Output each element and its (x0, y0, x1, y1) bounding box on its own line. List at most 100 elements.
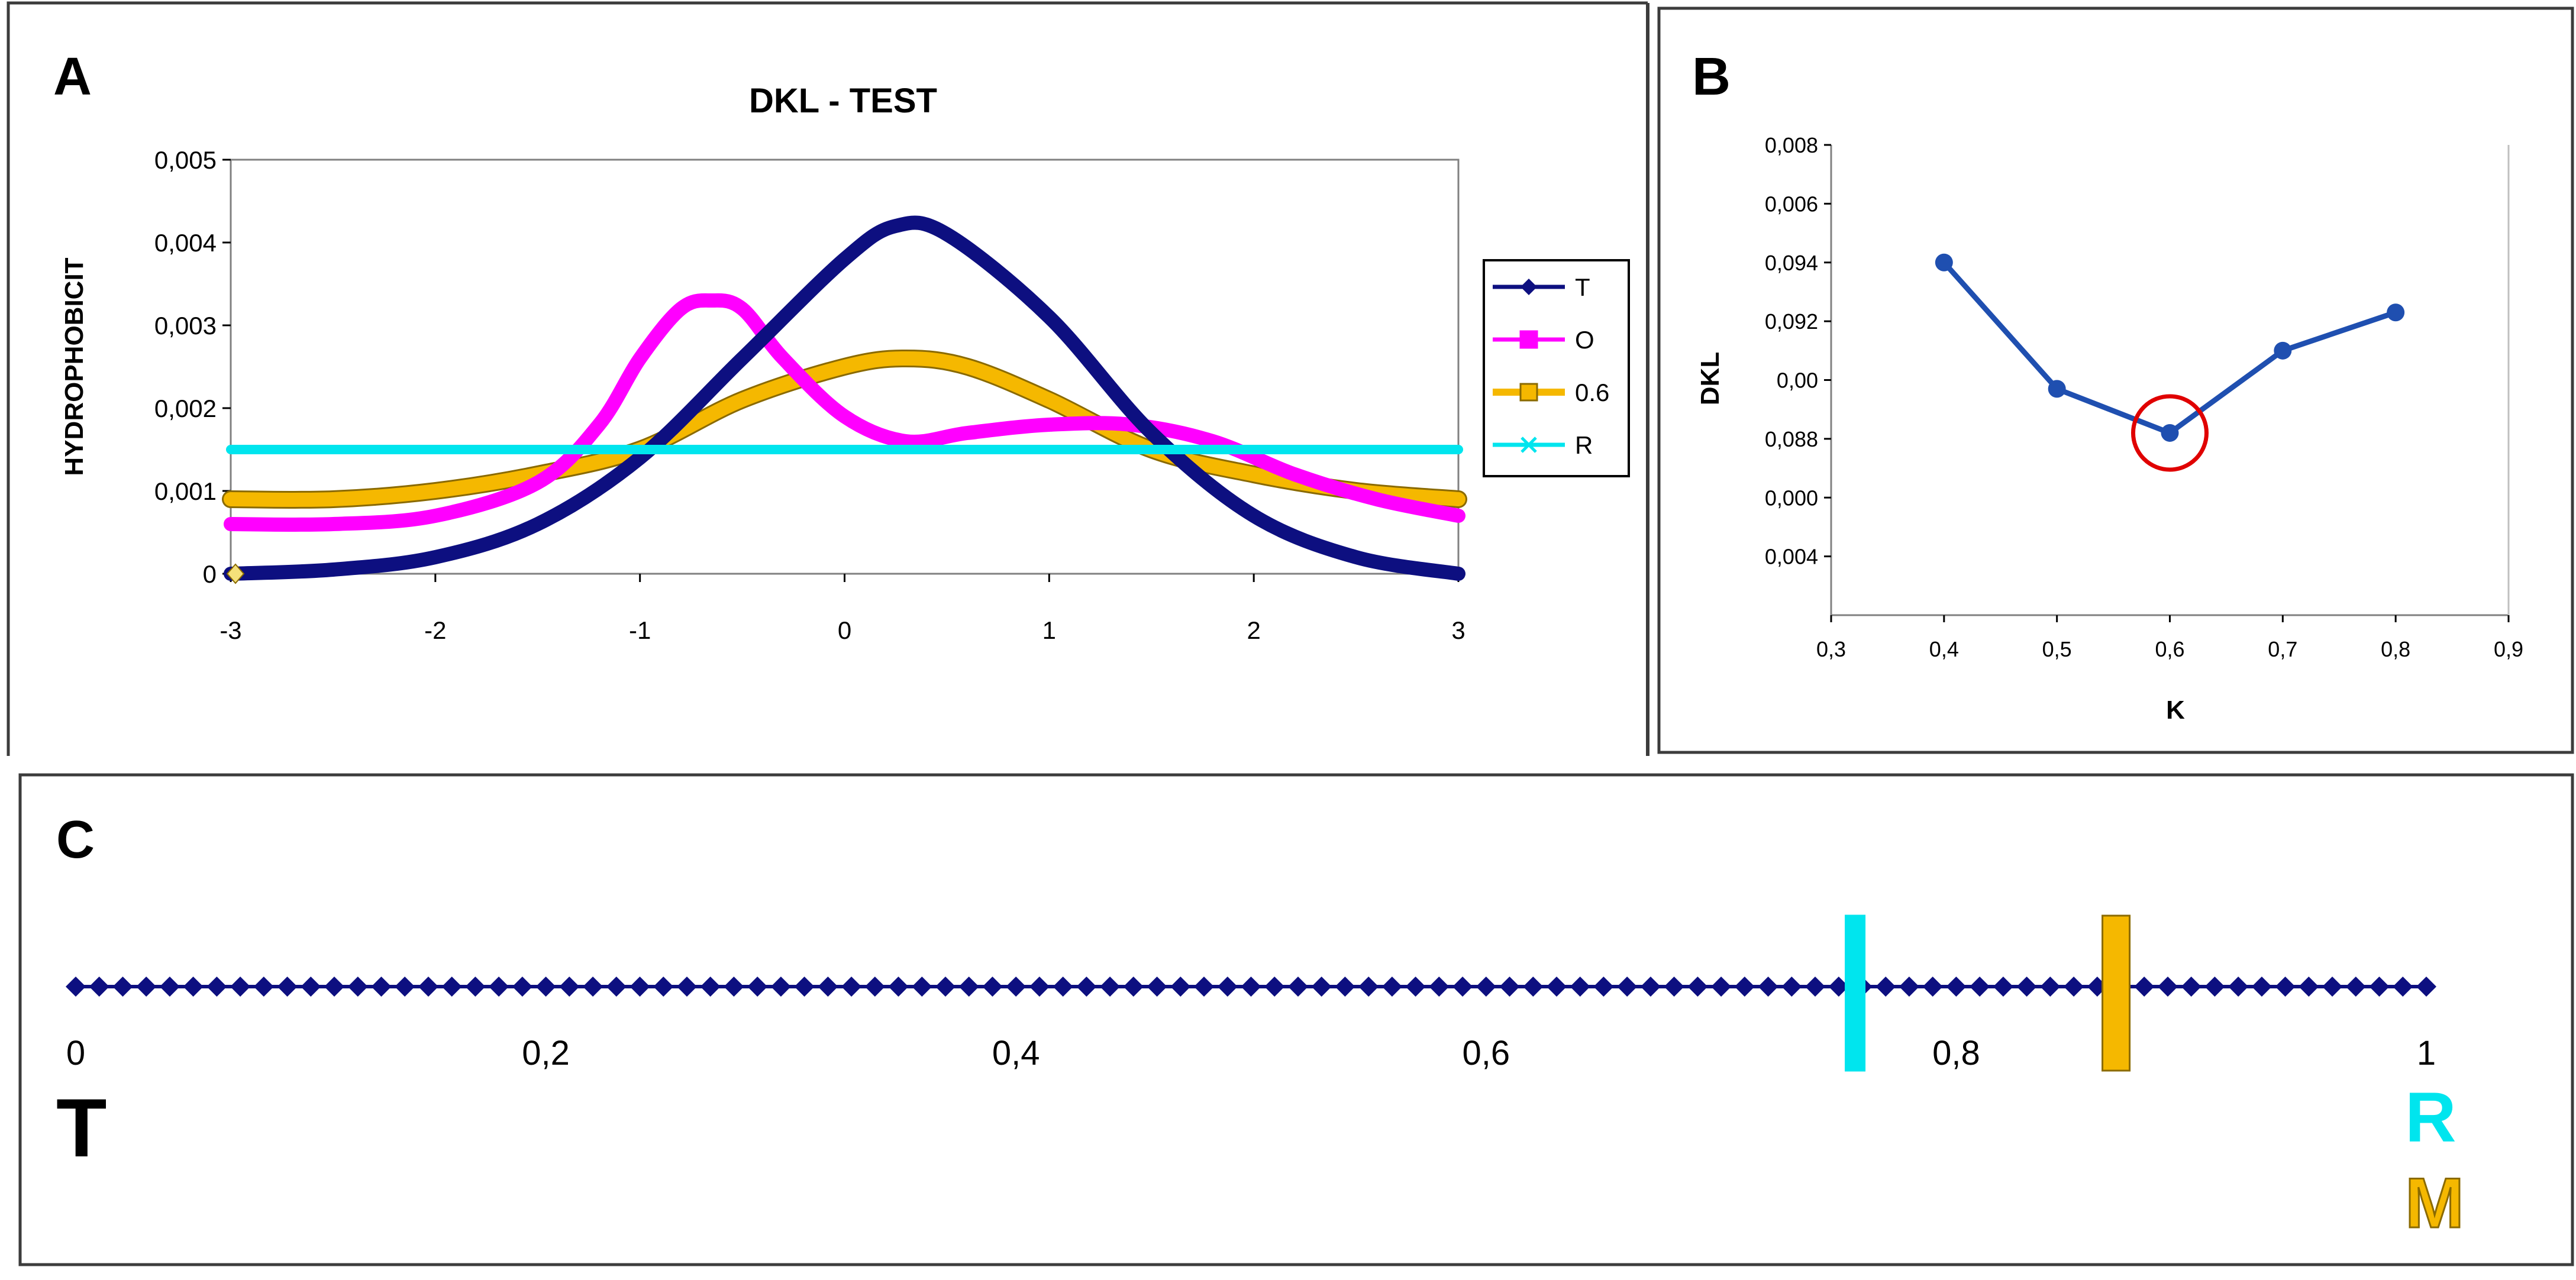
y-tick-label: 0,005 (154, 146, 217, 174)
dkl-point (2161, 424, 2179, 442)
scale-diamond (958, 977, 979, 997)
scale-diamond (1523, 977, 1544, 997)
scale-diamond (818, 977, 838, 997)
scale-diamond (1241, 977, 1261, 997)
scale-diamond (912, 977, 932, 997)
scale-diamond (1758, 977, 1778, 997)
scale-diamond (1617, 977, 1638, 997)
scale-diamond (1381, 977, 1402, 997)
scale-diamond (1970, 977, 1990, 997)
scale-diamond (1828, 977, 1849, 997)
scale-diamond (1006, 977, 1026, 997)
x-tick-label: 0,6 (2155, 637, 2184, 661)
scale-marker-r (1845, 914, 1866, 1072)
scale-diamond (2393, 977, 2413, 997)
series-line-0-6 (224, 351, 1465, 508)
scale-diamond (1687, 977, 1708, 997)
scale-diamond (1922, 977, 1943, 997)
scale-diamond (89, 977, 109, 997)
chart-b-x-label: K (2166, 696, 2185, 725)
chart-b-y-label: DKL (1696, 352, 1725, 405)
chart-b: DKL K 0,004 0,000 0,088 0,00 0,092 0,094 0,006… (1696, 133, 2523, 725)
legend-label: R (1575, 431, 1593, 459)
scale-diamond (2158, 977, 2178, 997)
x-tick-label: 0,3 (1816, 637, 1846, 661)
chart-a-series (222, 215, 1467, 584)
y-tick-label: 0,094 (1765, 251, 1818, 275)
minimum-highlight-circle (2131, 394, 2209, 472)
scale-diamond (1734, 977, 1755, 997)
x-tick-label: 0 (838, 616, 851, 644)
scale-diamond (347, 977, 368, 997)
y-tick-label: 0,004 (1765, 545, 1818, 569)
scale-c: 0 0,2 0,4 0,6 0,8 1 T R M (56, 914, 2465, 1244)
scale-diamond (418, 977, 438, 997)
dkl-point (2274, 341, 2292, 360)
scale-diamond (136, 977, 157, 997)
scale-diamond (2016, 977, 2037, 997)
scale-tick-label: 0,8 (1932, 1034, 1980, 1072)
x-tick-label: -3 (219, 616, 241, 644)
scale-diamond (2416, 977, 2436, 997)
scale-c-t-label: T (56, 1081, 107, 1174)
dkl-point (2048, 380, 2066, 398)
legend-marker (1519, 383, 1538, 402)
panel-c-border (18, 773, 2574, 1266)
scale-diamond (1147, 977, 1167, 997)
scale-marker-m (2102, 914, 2131, 1072)
chart-a: DKL - TEST HYDROPHOBICIT 0 0,001 0,002 0,00… (60, 82, 1630, 644)
scale-diamond (1805, 977, 1825, 997)
scale-tick-label: 0,4 (992, 1034, 1040, 1072)
scale-diamond (206, 977, 227, 997)
scale-diamond (277, 977, 298, 997)
y-tick-label: 0,000 (1765, 486, 1818, 510)
scale-diamond (324, 977, 344, 997)
scale-diamond (864, 977, 885, 997)
scale-diamond (2204, 977, 2225, 997)
scale-c-markers (1845, 914, 2131, 1072)
scale-diamond (2181, 977, 2201, 997)
scale-diamond (2275, 977, 2296, 997)
scale-diamond (371, 977, 392, 997)
scale-diamond (1664, 977, 1684, 997)
scale-diamond (395, 977, 415, 997)
scale-diamond (606, 977, 627, 997)
scale-diamond (230, 977, 251, 997)
scale-diamond (2228, 977, 2249, 997)
scale-c-r-label: R (2405, 1078, 2456, 1157)
scale-tick-label: 0 (66, 1034, 85, 1072)
y-tick-label: 0,008 (1765, 133, 1818, 157)
y-tick-label: 0,004 (154, 229, 217, 257)
scale-diamond (2322, 977, 2343, 997)
panel-a-label: A (53, 47, 92, 106)
scale-diamond (1570, 977, 1590, 997)
scale-diamond (583, 977, 603, 997)
scale-c-diamonds (66, 977, 2436, 997)
scale-diamond (1123, 977, 1144, 997)
chart-a-y-label: HYDROPHOBICIT (60, 257, 89, 476)
scale-diamond (982, 977, 1003, 997)
scale-diamond (2134, 977, 2155, 997)
scale-diamond (112, 977, 133, 997)
x-tick-label: 0,7 (2268, 637, 2297, 661)
chart-a-title: DKL - TEST (749, 82, 937, 120)
chart-a-y-ticks: 0 0,001 0,002 0,003 0,004 0,005 (154, 146, 231, 588)
scale-diamond (1593, 977, 1614, 997)
scale-diamond (1194, 977, 1214, 997)
y-tick-label: 0 (203, 560, 217, 588)
x-tick-label: 0,4 (1929, 637, 1959, 661)
panel-b-label: B (1692, 47, 1731, 106)
scale-diamond (1217, 977, 1238, 997)
legend-box (1483, 259, 1630, 477)
scale-diamond (66, 977, 86, 997)
scale-diamond (1781, 977, 1802, 997)
chart-a-legend: TO 0.6 R (1483, 259, 1630, 477)
scale-diamond (1429, 977, 1450, 997)
panel-a-border (7, 1, 1648, 756)
scale-diamond (2369, 977, 2390, 997)
scale-diamond (1499, 977, 1520, 997)
scale-diamond (1946, 977, 1967, 997)
scale-tick-label: 0,2 (522, 1034, 570, 1072)
scale-diamond (1993, 977, 2013, 997)
